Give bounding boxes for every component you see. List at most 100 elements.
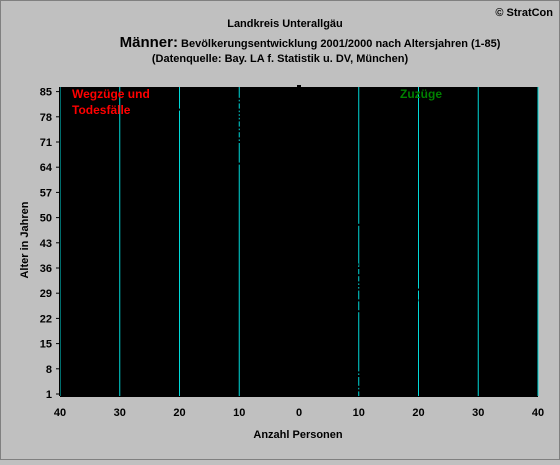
bar-inflow-age-57	[299, 191, 305, 194]
bar-outflow-age-42	[281, 245, 299, 248]
x-tick-label-5: 10	[353, 407, 365, 419]
bar-outflow-age-16	[293, 339, 299, 341]
bar-inflow-age-59	[299, 184, 317, 187]
bar-outflow-age-81	[245, 105, 299, 107]
y-tick-label-57: 57	[40, 187, 52, 199]
bar-outflow-age-9	[287, 364, 299, 367]
bar-inflow-age-66	[299, 159, 305, 161]
bar-inflow-age-42	[299, 245, 353, 248]
x-tick-label-4: 0	[296, 407, 302, 419]
bar-outflow-age-36	[275, 267, 299, 269]
bar-inflow-age-20	[299, 324, 323, 327]
gender-label: Männer:	[120, 34, 178, 51]
outflow-label: Wegzüge und Todesfälle	[72, 87, 153, 117]
y-tick-label-43: 43	[40, 238, 52, 250]
inflow-label: Zuzüge	[400, 87, 442, 101]
bar-outflow-age-79	[209, 112, 299, 115]
bar-outflow-age-66	[293, 159, 299, 161]
bar-outflow-age-67	[287, 155, 299, 158]
bar-inflow-age-23	[299, 313, 329, 316]
y-tick-label-15: 15	[40, 339, 52, 351]
bar-inflow-age-64	[299, 166, 311, 169]
bar-inflow-age-45	[299, 234, 323, 237]
region-title: Landkreis Unterallgäu	[227, 18, 343, 30]
y-tick-label-22: 22	[40, 313, 52, 325]
bar-inflow-age-58	[299, 187, 305, 190]
bar-outflow-age-83	[215, 97, 299, 100]
bar-inflow-age-18	[299, 331, 311, 334]
bar-outflow-age-29	[293, 292, 299, 295]
bar-outflow-age-71	[233, 141, 299, 143]
bar-inflow-age-24	[299, 310, 401, 313]
bar-outflow-age-3	[275, 385, 299, 388]
bar-inflow-age-39	[299, 256, 347, 259]
bar-outflow-age-7	[263, 371, 299, 374]
bar-inflow-age-44	[299, 238, 311, 241]
bar-inflow-age-34	[299, 274, 365, 277]
bar-inflow-age-3	[299, 385, 383, 388]
bar-outflow-age-53	[287, 205, 299, 208]
x-tick-label-2: 20	[173, 407, 185, 419]
bar-inflow-age-32	[299, 281, 413, 284]
y-tick-label-8: 8	[46, 364, 52, 376]
bar-inflow-age-53	[299, 205, 347, 208]
bar-inflow-age-31	[299, 285, 401, 287]
x-tick-label-7: 30	[472, 407, 484, 419]
bar-inflow-age-35	[299, 270, 347, 273]
bar-outflow-age-54	[293, 202, 299, 205]
bar-outflow-age-52	[281, 209, 299, 212]
bar-outflow-age-77	[191, 119, 299, 122]
bar-inflow-age-41	[299, 249, 323, 251]
bar-inflow-age-12	[299, 353, 317, 356]
x-tick-label-0: 40	[54, 407, 66, 419]
x-tick-label-1: 30	[114, 407, 126, 419]
axes	[59, 85, 538, 397]
bar-outflow-age-60	[275, 180, 299, 183]
bar-inflow-age-61	[299, 177, 311, 179]
bar-outflow-age-80	[167, 108, 299, 111]
bar-inflow-age-1	[299, 393, 329, 395]
x-tick-label-8: 40	[532, 407, 544, 419]
bar-outflow-age-82	[215, 101, 299, 104]
bar-inflow-age-48	[299, 223, 383, 226]
y-tick-label-29: 29	[40, 288, 52, 300]
bar-inflow-age-60	[299, 180, 347, 183]
bar-inflow-age-54	[299, 202, 323, 205]
bar-inflow-age-30	[299, 288, 431, 291]
y-tick-label-1: 1	[46, 389, 52, 401]
bar-outflow-age-58	[287, 187, 299, 190]
bar-outflow-age-17	[287, 335, 299, 338]
bar-inflow-age-2	[299, 389, 383, 392]
bar-outflow-age-74	[233, 130, 299, 133]
bar-outflow-age-43	[275, 241, 299, 244]
bar-outflow-age-19	[293, 328, 299, 331]
bar-inflow-age-9	[299, 364, 353, 367]
bar-inflow-age-55	[299, 198, 317, 201]
bar-outflow-age-28	[281, 295, 299, 298]
bar-outflow-age-10	[281, 360, 299, 363]
bar-inflow-age-17	[299, 335, 305, 338]
bar-inflow-age-8	[299, 367, 329, 370]
bar-inflow-age-27	[299, 299, 419, 302]
bar-outflow-age-73	[245, 133, 299, 136]
bar-inflow-age-22	[299, 317, 329, 320]
bar-outflow-age-4	[293, 382, 299, 385]
bar-inflow-age-43	[299, 241, 353, 244]
bar-outflow-age-50	[293, 216, 299, 219]
bar-outflow-age-6	[281, 375, 299, 377]
bar-outflow-age-55	[281, 198, 299, 201]
y-tick-label-36: 36	[40, 263, 52, 275]
bar-inflow-age-29	[299, 292, 329, 295]
bar-outflow-age-24	[293, 310, 299, 313]
bar-outflow-age-59	[287, 184, 299, 187]
bar-outflow-age-34	[287, 274, 299, 277]
bar-outflow-age-49	[287, 220, 299, 223]
bar-inflow-age-40	[299, 252, 323, 255]
subtitle-text: Bevölkerungsentwicklung 2001/2000 nach A…	[178, 38, 501, 50]
bar-outflow-age-27	[257, 299, 299, 302]
bar-inflow-age-33	[299, 277, 335, 280]
bar-outflow-age-76	[263, 123, 299, 125]
bar-inflow-age-14	[299, 346, 329, 349]
chart-subtitle: Männer: Bevölkerungsentwicklung 2001/200…	[120, 34, 501, 51]
